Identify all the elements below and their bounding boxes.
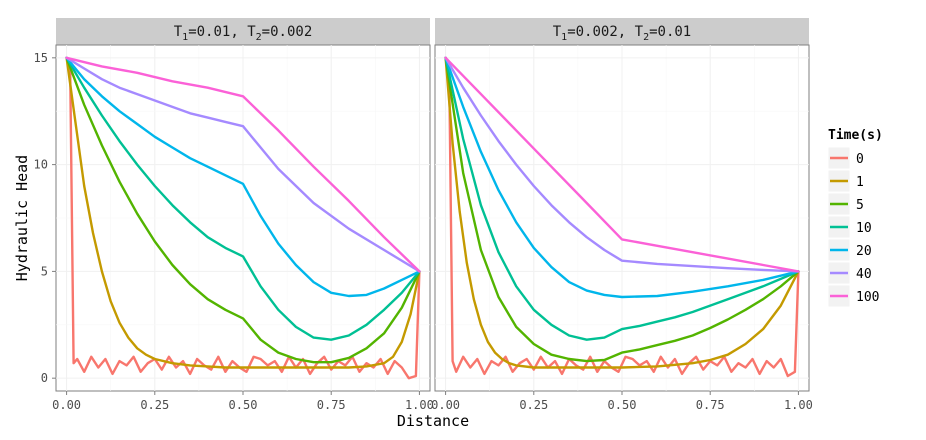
series-group [444,56,800,378]
facet-strip-label: T1=0.002, T2=0.01 [553,24,692,43]
legend-entry-5: 5 [827,192,864,216]
x-tick-label: 0.00 [431,398,460,412]
x-tick-label: 0.00 [52,398,81,412]
legend-label-1: 1 [856,175,864,190]
series-group [65,56,421,380]
facet-strip [56,18,430,45]
legend-entry-1: 1 [827,169,864,193]
series-line-20 [65,56,421,298]
series-line-100 [444,56,800,273]
legend-entry-20: 20 [827,238,872,262]
gridlines [435,45,809,391]
series-line-5 [444,56,800,363]
legend: Time(s) 0 1 5 10 20 40 100 [827,128,883,308]
panel-1: T1=0.01, T2=0.002 [55,18,431,392]
legend-label-10: 10 [856,221,872,236]
facet-strip-label: T1=0.01, T2=0.002 [174,24,313,43]
y-tick-label: 5 [41,264,48,278]
x-tick-label: 0.25 [519,398,548,412]
series-line-40 [65,56,421,273]
x-tick-label: 0.75 [317,398,346,412]
series-line-100 [65,56,421,273]
legend-entry-40: 40 [827,261,872,285]
series-line-10 [444,56,800,341]
x-tick-label: 0.50 [608,398,637,412]
legend-label-0: 0 [856,152,864,167]
legend-label-40: 40 [856,267,872,282]
facet-strip [435,18,809,45]
legend-label-100: 100 [856,290,879,305]
gridlines [56,45,430,391]
series-line-0 [444,56,800,378]
x-tick-label: 0.50 [229,398,258,412]
series-line-5 [65,56,421,364]
series-line-20 [444,56,800,299]
y-tick-label: 15 [34,51,48,65]
panel-2: T1=0.002, T2=0.01 [434,18,810,392]
legend-label-5: 5 [856,198,864,213]
legend-entry-10: 10 [827,215,872,239]
x-tick-label: 0.25 [140,398,169,412]
series-line-1 [65,56,421,369]
legend-entry-0: 0 [827,146,864,170]
x-axis: 0.00 0.25 0.50 0.75 1.000.00 0.25 0.50 0.75 1.00 [52,391,813,412]
y-tick-label: 10 [34,158,48,172]
legend-label-20: 20 [856,244,872,259]
series-line-10 [65,56,421,341]
series-line-1 [444,56,800,369]
y-axis: 0 5 10 15 [34,51,56,385]
legend-entry-100: 100 [827,284,879,308]
x-tick-label: 0.75 [696,398,725,412]
x-tick-label: 1.00 [405,398,434,412]
x-axis-title: Distance [397,412,469,430]
x-tick-label: 1.00 [784,398,813,412]
legend-title: Time(s) [828,128,883,143]
y-tick-label: 0 [41,371,48,385]
y-axis-title: Hydraulic Head [13,155,31,281]
series-line-40 [444,56,800,273]
